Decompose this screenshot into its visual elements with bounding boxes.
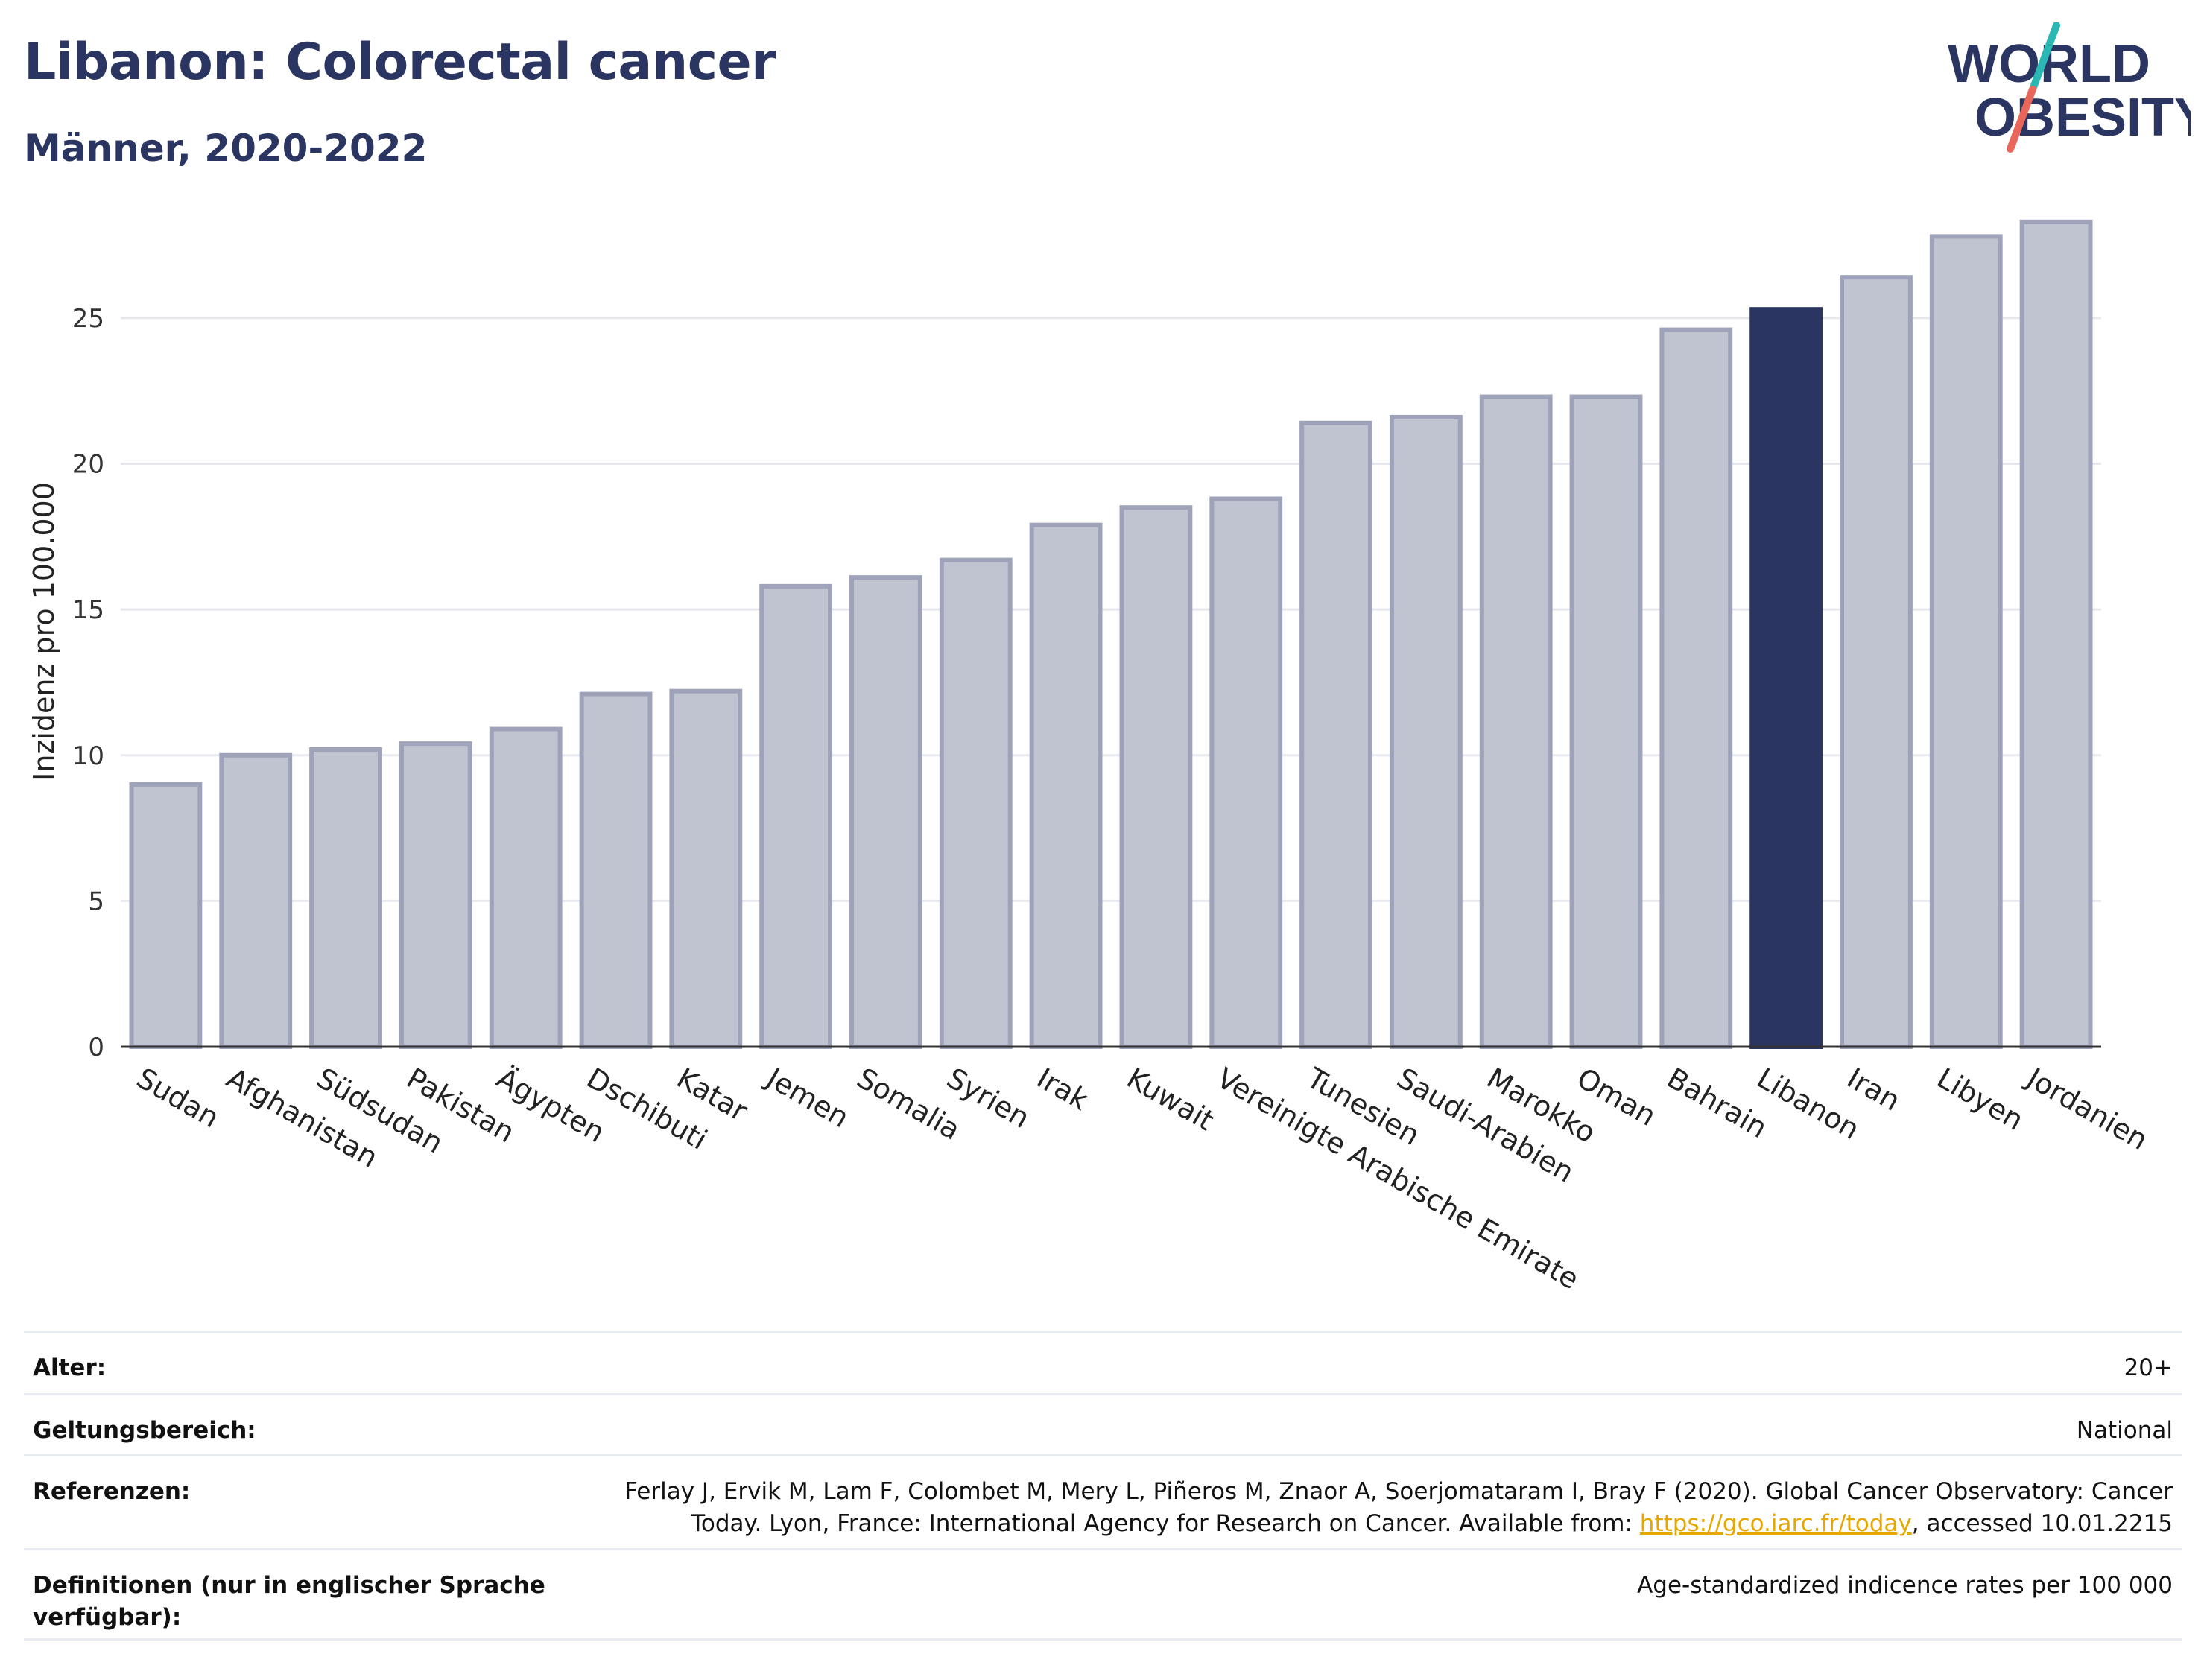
logo-slash-teal [2029,22,2060,93]
bar-dschibuti[interactable] [579,691,653,1049]
bar-somalia[interactable] [849,575,922,1049]
y-tick-label: 15 [72,595,104,625]
logo-text-obesity: OBESITY [1975,88,2191,148]
bar-katar[interactable] [669,688,743,1050]
bar-jemen[interactable] [759,583,833,1049]
world-obesity-logo: WORLD OBESITY [1948,22,2191,153]
page-title: Libanon: Colorectal cancer [24,33,776,92]
bar-südsudan[interactable] [309,747,382,1050]
references-text: Ferlay J, Ervik M, Lam F, Colombet M, Me… [624,1478,2173,1537]
bar-iran[interactable] [1840,275,1913,1050]
references-value: Ferlay J, Ervik M, Lam F, Colombet M, Me… [563,1476,2173,1548]
bar-vereinigte-arabische-emirate[interactable] [1209,496,1283,1050]
info-row-references: Referenzen: Ferlay J, Ervik M, Lam F, Co… [24,1454,2182,1548]
x-tick-label: Kuwait [1121,1062,1220,1138]
bar-pakistan[interactable] [399,741,472,1049]
bar-jordanien[interactable] [2019,219,2093,1049]
bar-libyen[interactable] [1929,234,2003,1049]
info-row-definitions: Definitionen (nur in englischer Sprache … [24,1548,2182,1641]
bar-tunesien[interactable] [1299,420,1372,1050]
bar-libanon[interactable] [1749,307,1823,1049]
y-tick-label: 25 [72,304,104,334]
age-value: 20+ [2124,1354,2173,1381]
bar-irak[interactable] [1029,522,1103,1049]
bars [129,219,2093,1050]
bar-marokko[interactable] [1479,394,1553,1049]
bar-sudan[interactable] [129,782,203,1049]
y-tick-label: 5 [88,887,104,916]
y-tick-label: 20 [72,450,104,480]
info-table: Alter: 20+ Geltungsbereich: National Ref… [24,1331,2182,1641]
y-axis-label: Inzidenz pro 100.000 [28,482,60,781]
page-subtitle: Männer, 2020-2022 [24,127,428,170]
scope-label: Geltungsbereich: [33,1417,256,1444]
bar-chart: 0 5 10 15 20 25 SudanAfghanistanSüdsudanPakis… [28,219,2153,1296]
x-tick-label: Irak [1031,1062,1094,1117]
x-tick-label: Somalia [851,1062,966,1147]
bar-afghanistan[interactable] [219,752,293,1049]
x-tick-label: Afghanistan [221,1062,384,1174]
info-row-age: Alter: 20+ [24,1331,2182,1393]
references-label: Referenzen: [33,1478,191,1505]
scope-value: National [2076,1417,2173,1444]
bar-ägypten[interactable] [489,726,563,1049]
x-tick-label: Sudan [131,1062,225,1135]
definitions-value: Age-standardized indicence rates per 100… [1637,1572,2173,1599]
age-label: Alter: [33,1354,107,1381]
x-axis-labels: SudanAfghanistanSüdsudanPakistanÄgyptenD… [131,1061,2153,1296]
references-link[interactable]: https://gco.iarc.fr/today [1639,1510,1912,1537]
references-accessed: , accessed 10.01.2215 [1911,1510,2173,1537]
bar-saudi-arabien[interactable] [1389,414,1463,1049]
x-tick-label: Jemen [760,1061,855,1135]
y-axis-ticks: 0 5 10 15 20 25 [72,304,104,1062]
y-tick-label: 0 [88,1033,104,1062]
y-tick-label: 10 [72,741,104,771]
bar-bahrain[interactable] [1659,327,1733,1050]
x-tick-label: Libanon [1752,1062,1865,1146]
logo-slash-red [2007,86,2036,153]
x-tick-label: Jordanien [2020,1061,2153,1157]
bar-kuwait[interactable] [1119,505,1193,1049]
x-tick-label: Libyen [1931,1062,2029,1137]
bar-syrien[interactable] [939,557,1013,1049]
x-tick-label: Bahrain [1662,1062,1773,1145]
info-row-scope: Geltungsbereich: National [24,1393,2182,1454]
bar-oman[interactable] [1569,394,1643,1049]
definitions-label: Definitionen (nur in englischer Sprache … [33,1572,545,1631]
